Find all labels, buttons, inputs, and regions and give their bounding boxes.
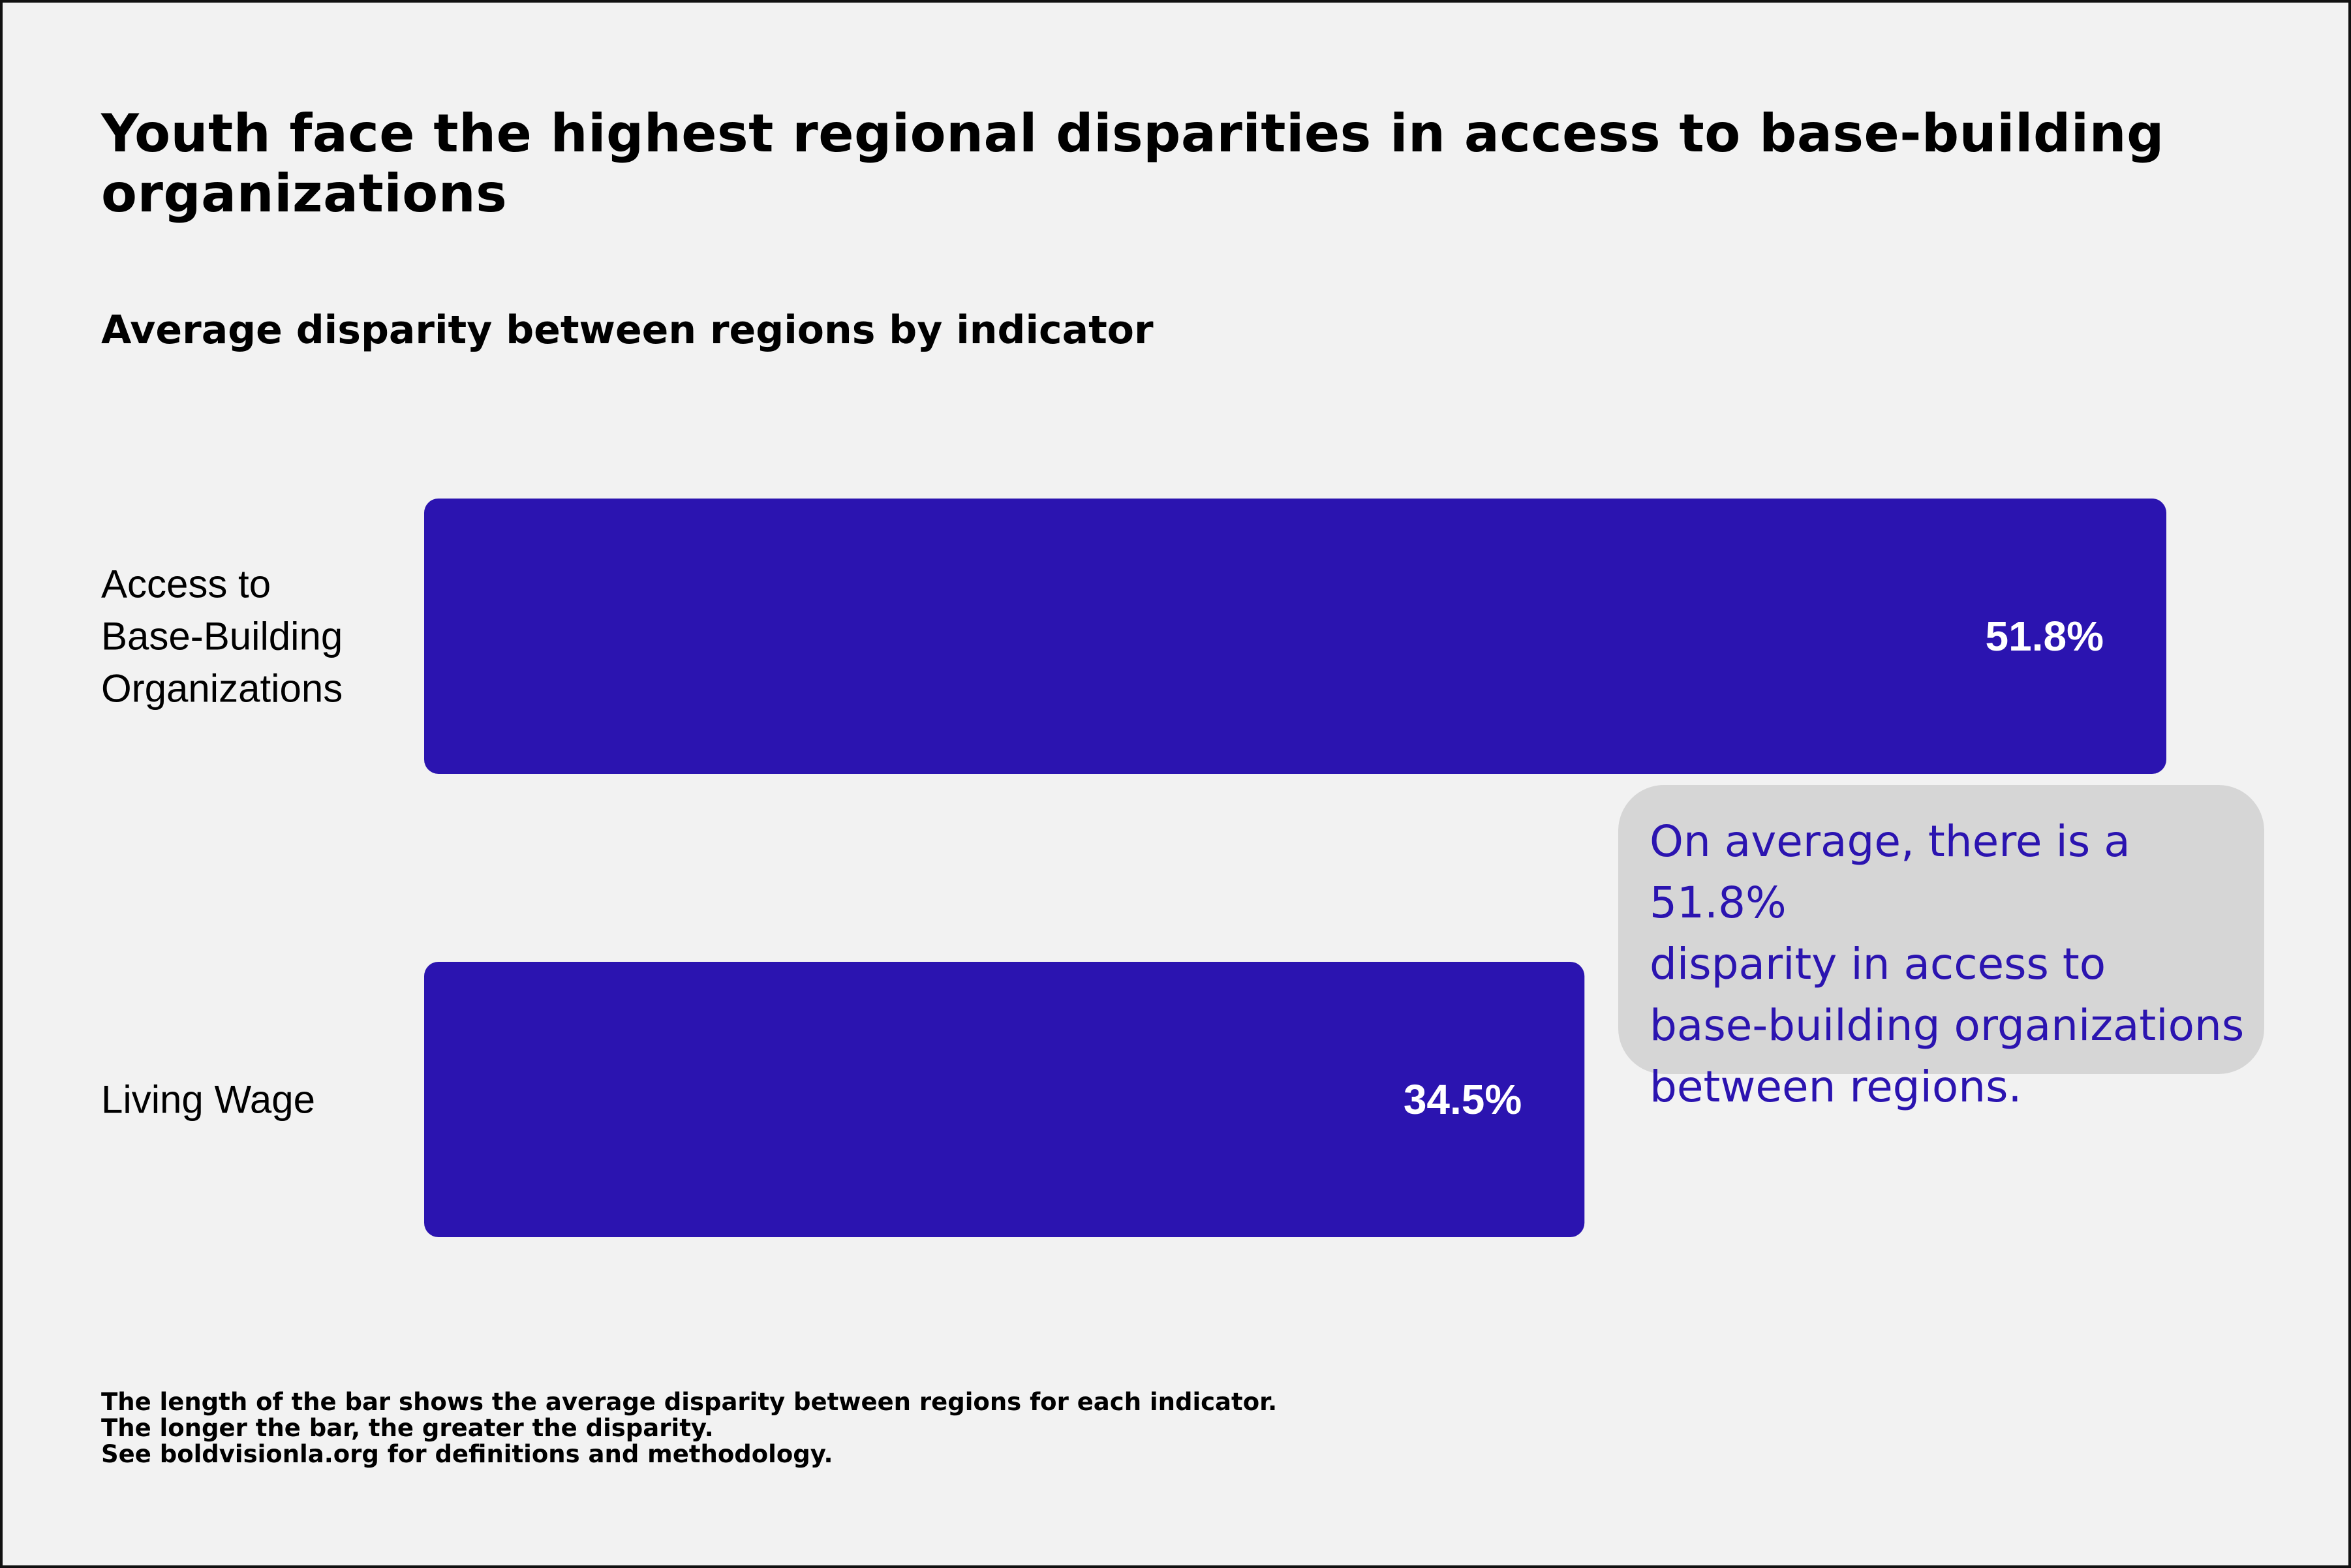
category-label-line: Access to (101, 562, 271, 606)
callout-line: base-building organizations (1650, 1000, 2245, 1051)
footnote-line: The length of the bar shows the average … (101, 1388, 1278, 1416)
category-label: Access to Base-Building Organizations (101, 562, 343, 711)
callout-line: On average, there is a 51.8% (1650, 816, 2130, 928)
bar-chart: 51.8% Access to Base-Building Organizations… (101, 499, 2166, 1237)
footnote: The length of the bar shows the average … (101, 1389, 1277, 1468)
footnote-line: The longer the bar, the greater the disp… (101, 1414, 714, 1442)
category-label: Living Wage (101, 1078, 315, 1122)
bar-1 (424, 962, 1585, 1237)
category-label-line: Organizations (101, 667, 343, 711)
callout-line: disparity in access to (1650, 939, 2106, 989)
chart-subtitle: Average disparity between regions by ind… (101, 307, 1154, 353)
footnote-line: See boldvisionla.org for definitions and… (101, 1440, 833, 1468)
callout-box: On average, there is a 51.8% disparity i… (1618, 785, 2264, 1112)
callout-line: between regions. (1650, 1062, 2022, 1112)
bar-value-label: 34.5% (1404, 1076, 1522, 1123)
bar-0 (424, 499, 2166, 774)
category-label-line: Living Wage (101, 1078, 315, 1122)
chart-title: Youth face the highest regional disparit… (101, 103, 2164, 224)
bar-value-label: 51.8% (1986, 613, 2104, 660)
callout-text: On average, there is a 51.8% disparity i… (1650, 811, 2245, 1118)
category-label-line: Base-Building (101, 615, 343, 658)
